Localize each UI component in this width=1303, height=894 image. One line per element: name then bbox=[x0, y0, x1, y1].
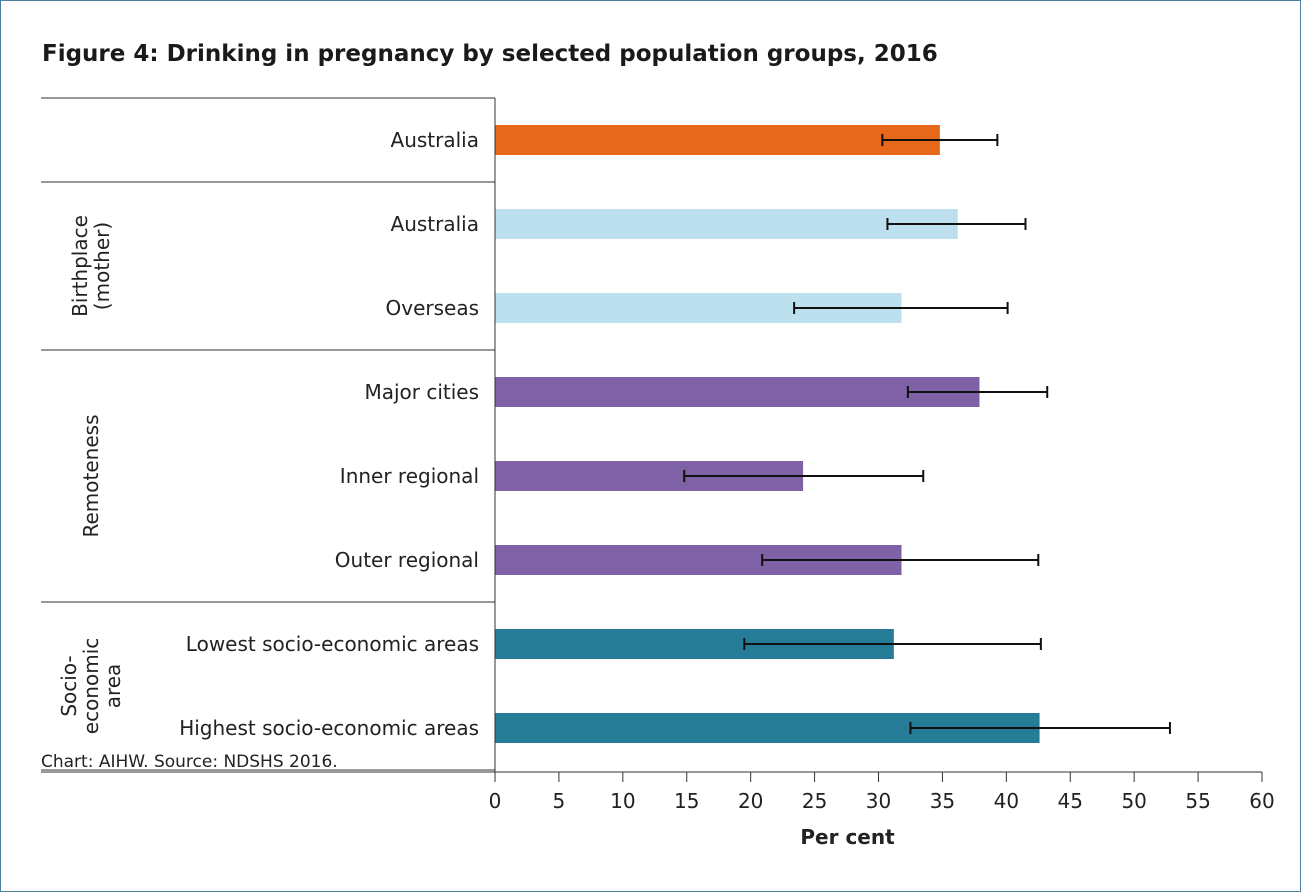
group-label-line: Birthplace bbox=[68, 215, 92, 317]
x-tick-label: 10 bbox=[610, 789, 635, 813]
chart-title: Figure 4: Drinking in pregnancy by selec… bbox=[42, 41, 938, 67]
x-tick-label: 35 bbox=[930, 789, 955, 813]
group-label-line: economic bbox=[79, 638, 103, 734]
category-label: Lowest socio-economic areas bbox=[186, 632, 479, 656]
x-tick-label: 25 bbox=[802, 789, 827, 813]
x-tick-label: 50 bbox=[1121, 789, 1146, 813]
x-tick-label: 5 bbox=[553, 789, 566, 813]
category-label: Overseas bbox=[385, 296, 479, 320]
group-label-line: area bbox=[101, 664, 125, 709]
x-axis-title: Per cent bbox=[800, 825, 895, 849]
category-label: Australia bbox=[391, 128, 479, 152]
x-tick-label: 30 bbox=[866, 789, 891, 813]
x-tick-label: 55 bbox=[1185, 789, 1210, 813]
category-label: Major cities bbox=[364, 380, 479, 404]
group-label-line: Remoteness bbox=[79, 415, 103, 538]
category-label: Outer regional bbox=[335, 548, 479, 572]
category-label: Inner regional bbox=[340, 464, 479, 488]
bar bbox=[495, 125, 940, 155]
x-tick-label: 15 bbox=[674, 789, 699, 813]
group-label-line: (mother) bbox=[90, 222, 114, 310]
chart-source-note: Chart: AIHW. Source: NDSHS 2016. bbox=[41, 752, 338, 772]
x-tick-label: 40 bbox=[994, 789, 1019, 813]
bar bbox=[495, 377, 980, 407]
category-label: Highest socio-economic areas bbox=[179, 716, 479, 740]
group-label: Remoteness bbox=[79, 415, 103, 538]
group-label: Socio-economicarea bbox=[57, 638, 125, 734]
category-label: Australia bbox=[391, 212, 479, 236]
bar bbox=[495, 209, 958, 239]
x-tick-label: 45 bbox=[1058, 789, 1083, 813]
group-label-line: Socio- bbox=[57, 655, 81, 716]
x-tick-label: 20 bbox=[738, 789, 763, 813]
group-label: Birthplace(mother) bbox=[68, 215, 114, 317]
x-tick-label: 0 bbox=[489, 789, 502, 813]
x-tick-label: 60 bbox=[1249, 789, 1274, 813]
